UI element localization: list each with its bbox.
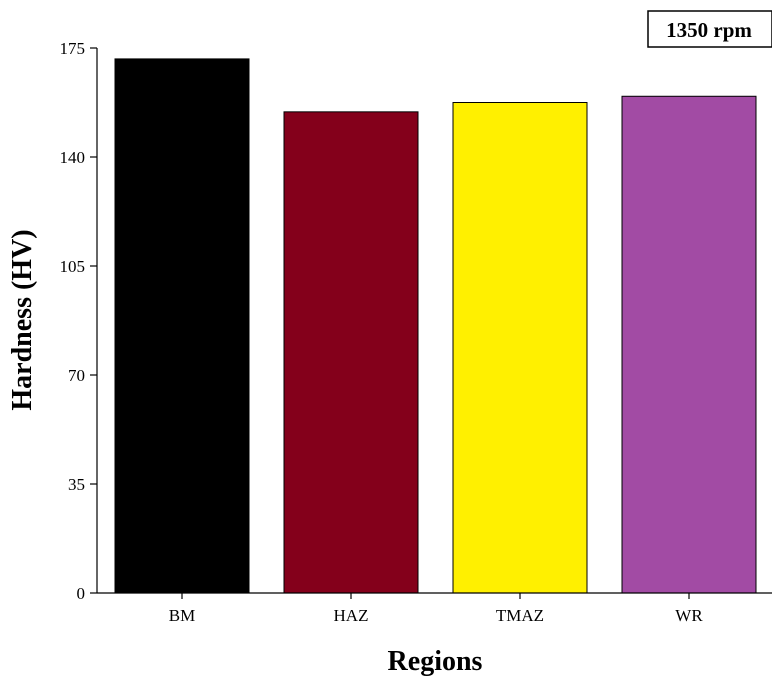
y-ticks-group: 0 35 70 105 140 175 — [60, 39, 97, 603]
bar-haz — [283, 111, 419, 594]
bars-group — [114, 58, 757, 594]
y-tick-label: 140 — [60, 148, 86, 167]
legend-label: 1350 rpm — [666, 18, 752, 42]
legend-box: 1350 rpm — [647, 10, 772, 48]
bar-wr — [621, 95, 757, 594]
legend-frame — [647, 10, 772, 48]
y-tick-label: 0 — [77, 584, 86, 603]
y-tick-label: 175 — [60, 39, 86, 58]
bar-tmaz — [452, 102, 588, 594]
y-tick-label: 70 — [68, 366, 85, 385]
y-axis-title: Hardness (HV) — [7, 229, 38, 410]
y-tick-label: 35 — [68, 475, 85, 494]
x-tick-label: HAZ — [334, 606, 369, 625]
x-tick-label: BM — [169, 606, 195, 625]
x-tick-label: WR — [675, 606, 703, 625]
y-tick-label: 105 — [60, 257, 86, 276]
bar-bm — [114, 58, 250, 594]
x-ticks-group: BM HAZ TMAZ WR — [169, 593, 703, 625]
axes-group — [96, 48, 772, 594]
x-axis-title: Regions — [388, 646, 483, 677]
x-tick-label: TMAZ — [496, 606, 544, 625]
